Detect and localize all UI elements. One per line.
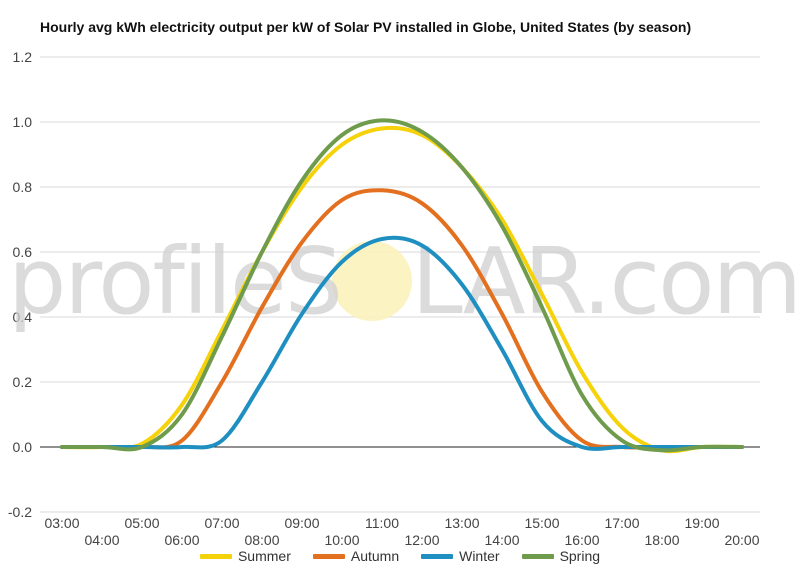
y-tick-label: 0.4 bbox=[13, 309, 33, 325]
legend-label: Spring bbox=[559, 548, 601, 564]
x-tick-label: 19:00 bbox=[684, 515, 719, 531]
x-tick-label: 03:00 bbox=[44, 515, 79, 531]
series-line-spring bbox=[60, 118, 744, 453]
y-tick-label: 0.2 bbox=[13, 374, 33, 390]
x-tick-label: 10:00 bbox=[324, 532, 359, 548]
y-tick-label: 0.6 bbox=[13, 244, 33, 260]
watermark-text: profileSOLAR.com bbox=[8, 228, 800, 335]
y-tick-label: 0.8 bbox=[13, 179, 33, 195]
x-tick-label: 16:00 bbox=[564, 532, 599, 548]
legend-swatch bbox=[421, 553, 454, 559]
y-tick-label: -0.2 bbox=[8, 504, 32, 520]
y-tick-label: 1.0 bbox=[13, 114, 33, 130]
watermark: profileSOLAR.com bbox=[8, 228, 800, 335]
x-tick-label: 18:00 bbox=[644, 532, 679, 548]
legend-swatch bbox=[199, 553, 232, 559]
x-axis-ticks: 03:00 04:00 05:00 06:00 07:00 08:00 09:00 10:00… bbox=[44, 515, 759, 548]
legend-label: Winter bbox=[459, 548, 500, 564]
chart-legend: Summer Autumn Winter Spring bbox=[0, 548, 800, 564]
watermark-sun-icon bbox=[332, 241, 412, 321]
chart-title: Hourly avg kWh electricity output per kW… bbox=[40, 19, 692, 35]
x-tick-label: 07:00 bbox=[204, 515, 239, 531]
legend-swatch bbox=[521, 553, 554, 559]
legend-item-autumn: Autumn bbox=[312, 548, 400, 564]
x-tick-label: 17:00 bbox=[604, 515, 639, 531]
x-tick-label: 15:00 bbox=[524, 515, 559, 531]
legend-swatch bbox=[312, 553, 345, 559]
x-tick-label: 14:00 bbox=[484, 532, 519, 548]
series-line-summer bbox=[60, 125, 744, 454]
y-axis-ticks: -0.2 0.0 0.2 0.4 0.6 0.8 1.0 1.2 bbox=[8, 49, 32, 520]
series-line-winter bbox=[60, 235, 744, 451]
y-tick-label: 1.2 bbox=[13, 49, 33, 65]
x-tick-label: 06:00 bbox=[164, 532, 199, 548]
legend-item-spring: Spring bbox=[521, 548, 601, 564]
legend-item-summer: Summer bbox=[199, 548, 291, 564]
legend-label: Autumn bbox=[350, 548, 400, 564]
legend-label: Summer bbox=[237, 548, 291, 564]
x-tick-label: 05:00 bbox=[124, 515, 159, 531]
x-tick-label: 04:00 bbox=[84, 532, 119, 548]
x-tick-label: 09:00 bbox=[284, 515, 319, 531]
x-tick-label: 08:00 bbox=[244, 532, 279, 548]
grid-lines bbox=[40, 56, 760, 513]
legend-item-winter: Winter bbox=[421, 548, 500, 564]
y-tick-label: 0.0 bbox=[13, 439, 33, 455]
series-lines bbox=[60, 118, 744, 454]
x-tick-label: 20:00 bbox=[724, 532, 759, 548]
x-tick-label: 12:00 bbox=[404, 532, 439, 548]
x-tick-label: 13:00 bbox=[444, 515, 479, 531]
x-tick-label: 11:00 bbox=[365, 515, 399, 531]
